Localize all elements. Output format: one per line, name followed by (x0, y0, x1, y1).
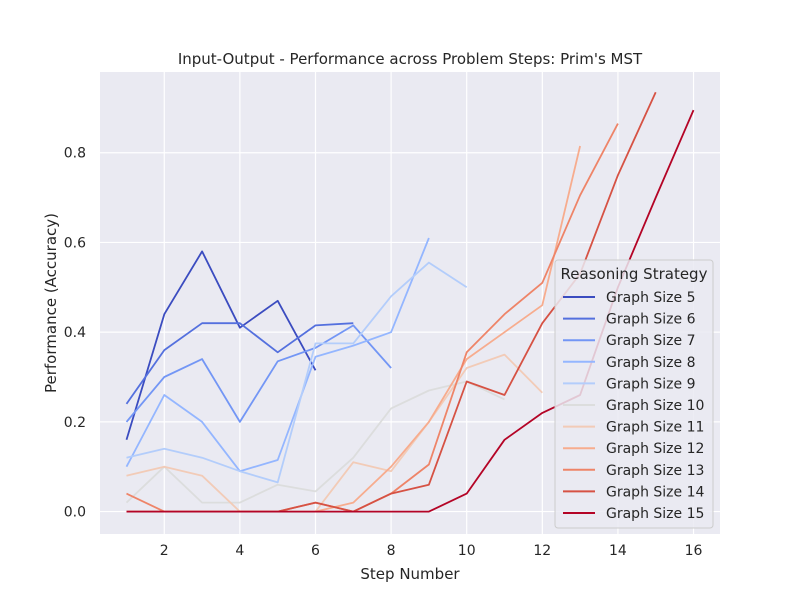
legend-entry-label: Graph Size 10 (606, 398, 704, 414)
x-tick-label: 12 (533, 543, 551, 559)
legend-items: Graph Size 5 Graph Size 6 Graph Size 7 Grap… (563, 290, 704, 522)
series-line-graph-size-9 (126, 261, 468, 484)
y-axis-label: Performance (Accuracy) (42, 213, 60, 393)
legend-entry-label: Graph Size 9 (606, 376, 696, 392)
legend-entry-label: Graph Size 12 (606, 441, 704, 457)
y-tick-label: 0.0 (64, 505, 86, 521)
series-line-graph-size-11 (126, 353, 543, 513)
x-tick-label: 8 (387, 543, 396, 559)
legend-entry-label: Graph Size 5 (606, 290, 696, 306)
legend-entry-label: Graph Size 11 (606, 420, 704, 436)
series-line-graph-size-8 (125, 237, 430, 473)
y-tick-label: 0.6 (64, 235, 86, 251)
legend-entry-label: Graph Size 15 (606, 506, 704, 522)
y-tick-labels: 0.0 0.2 0.4 0.6 0.8 (64, 146, 86, 521)
legend-entry-label: Graph Size 7 (606, 333, 696, 349)
legend-title: Reasoning Strategy (561, 265, 708, 283)
legend-entry-label: Graph Size 14 (606, 484, 704, 500)
x-tick-label: 2 (160, 543, 169, 559)
series-line-graph-size-7 (125, 324, 392, 423)
y-tick-label: 0.8 (64, 146, 86, 162)
x-tick-label: 14 (609, 543, 627, 559)
series-line-graph-size-6 (125, 322, 354, 405)
x-tick-labels: 2 4 6 8 10 12 14 16 (160, 543, 703, 559)
series-line-graph-size-5 (125, 250, 317, 441)
y-tick-label: 0.4 (64, 325, 86, 341)
chart-title: Input-Output - Performance across Proble… (178, 50, 643, 68)
x-tick-label: 16 (685, 543, 703, 559)
x-tick-label: 4 (235, 543, 244, 559)
x-axis-label: Step Number (360, 565, 460, 583)
legend-entry-label: Graph Size 13 (606, 463, 704, 479)
legend-entry-label: Graph Size 8 (606, 355, 696, 371)
y-tick-label: 0.2 (64, 415, 86, 431)
x-tick-label: 6 (311, 543, 320, 559)
legend-box (554, 259, 714, 529)
x-tick-label: 10 (458, 543, 476, 559)
series-lines (125, 91, 695, 513)
legend-entry-label: Graph Size 6 (606, 312, 696, 328)
series-line-graph-size-10 (125, 380, 505, 504)
